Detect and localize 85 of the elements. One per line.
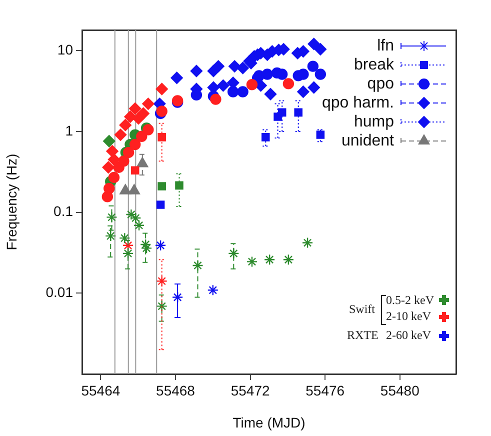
point: [246, 256, 258, 268]
point: [106, 212, 118, 223]
point: [129, 102, 142, 115]
point: [114, 128, 127, 141]
legend-label: qpo harm.: [322, 94, 394, 112]
annotation: Swift: [349, 302, 376, 317]
point: [130, 138, 141, 150]
x-tick-label: 55480: [380, 382, 420, 398]
point: [105, 230, 116, 242]
point: [119, 232, 130, 244]
legend-label: unident: [342, 132, 395, 150]
legend-label: hump: [354, 113, 394, 130]
point: [122, 248, 134, 260]
point: [122, 240, 134, 251]
point: [298, 68, 309, 80]
point: [262, 68, 273, 80]
point: [156, 82, 168, 96]
x-tick-label: 55464: [81, 382, 120, 398]
point: [264, 254, 276, 266]
point: [314, 68, 326, 80]
point: [172, 292, 184, 303]
point: [228, 248, 240, 260]
annotation: 2-60 keV: [386, 328, 431, 343]
x-tick-label: 55472: [230, 382, 270, 398]
point: [120, 184, 132, 194]
point: [103, 135, 116, 148]
x-tick-label: 55468: [156, 382, 196, 398]
point: [246, 79, 258, 90]
point: [137, 107, 150, 120]
y-tick-label: 0.01: [46, 284, 74, 300]
point: [308, 81, 320, 94]
point: [302, 237, 314, 248]
point: [262, 133, 270, 142]
point: [104, 182, 115, 194]
y-tick-label: 0.1: [54, 203, 74, 220]
point: [158, 182, 166, 190]
point: [128, 184, 140, 194]
point: [140, 242, 152, 254]
legend-label: lfn: [377, 37, 394, 54]
x-tick-label: 55476: [306, 382, 345, 398]
point: [294, 108, 302, 117]
point: [308, 38, 320, 50]
point: [316, 130, 325, 139]
point: [142, 98, 154, 110]
point: [210, 94, 222, 105]
point: [156, 300, 168, 312]
point: [282, 78, 294, 90]
point: [156, 106, 168, 117]
point: [136, 130, 148, 142]
point: [237, 86, 248, 98]
legend-label: break: [354, 56, 395, 74]
point: [190, 64, 203, 78]
point: [207, 284, 218, 296]
point: [175, 181, 184, 190]
point: [264, 88, 277, 100]
point: [307, 60, 319, 72]
point: [158, 133, 166, 142]
point: [102, 161, 114, 174]
point: [227, 86, 239, 98]
point: [130, 166, 140, 175]
point: [119, 118, 132, 132]
point: [156, 275, 168, 287]
point: [192, 260, 204, 272]
point: [122, 146, 134, 158]
point: [282, 254, 294, 266]
point: [217, 79, 230, 92]
point: [156, 200, 165, 209]
y-axis-title: Frequency (Hz): [3, 154, 20, 250]
y-tick-label: 10: [57, 41, 74, 58]
point: [108, 172, 120, 184]
point: [133, 220, 145, 231]
x-axis-title: Time (MJD): [232, 414, 306, 430]
point: [228, 60, 241, 72]
point: [118, 156, 130, 167]
point: [314, 43, 327, 56]
annotation: 0.5-2 keV: [386, 293, 434, 308]
point: [297, 86, 310, 98]
legend-label: qpo: [367, 75, 394, 92]
point: [212, 60, 224, 72]
point: [236, 62, 249, 74]
point: [154, 240, 166, 251]
annotation: 2-10 keV: [386, 309, 431, 324]
point: [170, 72, 183, 84]
annotation: RXTE: [347, 328, 378, 343]
y-tick-label: 1: [65, 122, 74, 138]
